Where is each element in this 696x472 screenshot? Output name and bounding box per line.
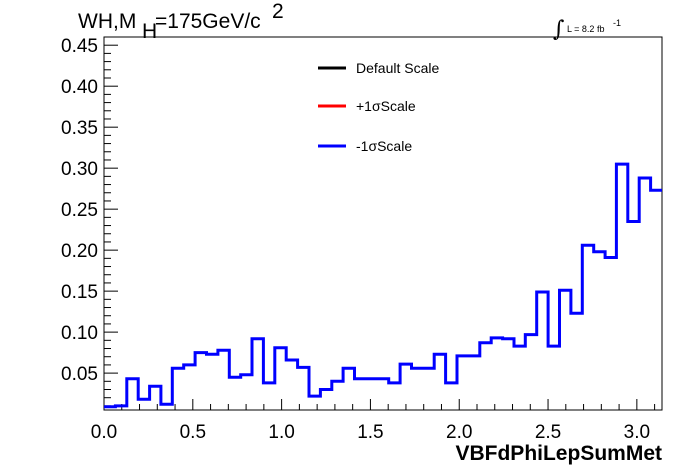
y-tick-label: 0.40	[61, 77, 98, 98]
legend-label-minus1sigma: -1σScale	[356, 138, 412, 154]
y-tick-label: 0.35	[61, 118, 98, 139]
y-tick-label: 0.10	[61, 323, 98, 344]
x-tick-label: 2.0	[446, 422, 472, 443]
series-layer	[104, 162, 662, 409]
integral-symbol: ∫	[553, 17, 565, 42]
y-axis: 0.05 0.10 0.15 0.20 0.25 0.30 0.35 0.40 0.45	[61, 36, 118, 407]
legend-label-default: Default Scale	[356, 60, 439, 76]
chart-title: WH,M	[78, 10, 136, 33]
chart-title-rest: =175GeV/c	[155, 10, 261, 33]
luminosity-superscript: -1	[613, 18, 621, 28]
y-tick-label: 0.30	[61, 159, 98, 180]
chart-title-subscript: H	[142, 20, 157, 43]
series-line	[104, 162, 662, 409]
y-tick-label: 0.45	[61, 36, 98, 57]
x-tick-label: 1.0	[268, 422, 294, 443]
y-tick-label: 0.15	[61, 282, 98, 303]
legend: Default Scale +1σScale -1σScale	[318, 60, 439, 154]
x-tick-label: 0.0	[91, 422, 117, 443]
plot-frame	[103, 36, 663, 411]
chart-title-superscript: 2	[272, 0, 284, 23]
x-tick-label: 2.5	[535, 422, 561, 443]
y-tick-label: 0.25	[61, 200, 98, 221]
legend-label-plus1sigma: +1σScale	[356, 98, 416, 114]
x-axis: 0.0 0.5 1.0 1.5 2.0 2.5 3.0	[91, 399, 656, 443]
y-tick-label: 0.05	[61, 364, 98, 385]
y-tick-label: 0.20	[61, 241, 98, 262]
x-axis-title: VBFdPhiLepSumMet	[455, 442, 662, 465]
x-tick-label: 1.5	[357, 422, 383, 443]
luminosity-label: L = 8.2 fb	[567, 24, 604, 34]
x-tick-label: 0.5	[180, 422, 206, 443]
x-tick-label: 3.0	[624, 422, 650, 443]
